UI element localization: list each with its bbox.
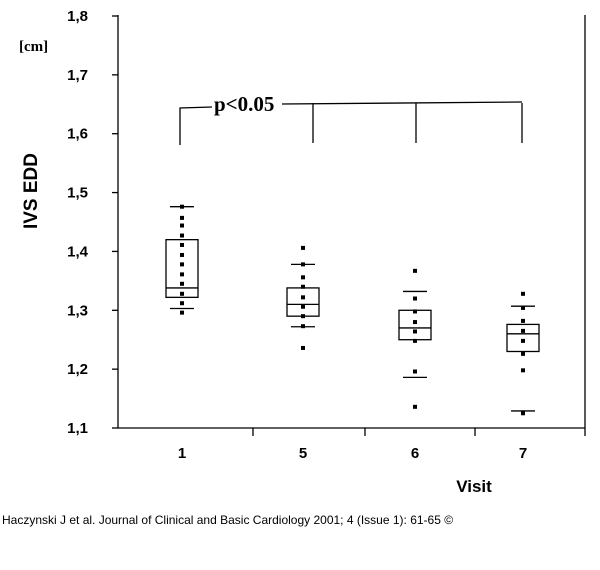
x-tick-label: 1 [178, 445, 186, 462]
data-point [180, 204, 184, 209]
y-tick-label: 1,6 [67, 126, 88, 143]
box [165, 239, 199, 298]
data-point [301, 284, 305, 289]
x-tick-label: 7 [519, 445, 527, 462]
data-point [180, 281, 184, 286]
x-tick-label: 5 [299, 445, 307, 462]
data-point [301, 295, 305, 300]
data-point [521, 291, 525, 296]
y-tick-label: 1,5 [67, 185, 88, 202]
bracket-top [281, 101, 523, 105]
data-point [301, 304, 305, 309]
data-point [413, 296, 417, 301]
data-point [413, 320, 417, 325]
data-point [521, 305, 525, 310]
data-point [413, 268, 417, 273]
x-axis-title: Visit [456, 477, 492, 496]
significance-annotation: p<0.05 [214, 92, 274, 116]
x-tick-label: 6 [411, 445, 419, 462]
box-group-visit-7 [506, 291, 540, 416]
box-groups [165, 204, 540, 416]
data-point [521, 328, 525, 333]
box-group-visit-1 [165, 204, 199, 315]
data-point [180, 233, 184, 238]
data-point [180, 310, 184, 315]
data-point [521, 351, 525, 356]
y-axis-ticks: 1,1 1,2 1,3 1,4 1,5 1,6 1,7 1,8 [67, 8, 118, 437]
y-axis-title: IVS EDD [21, 153, 42, 229]
data-point [521, 338, 525, 343]
data-point [413, 329, 417, 334]
data-point [301, 245, 305, 250]
data-point [301, 345, 305, 350]
data-point [521, 368, 525, 373]
data-point [413, 309, 417, 314]
data-point [180, 252, 184, 257]
data-point [413, 369, 417, 374]
y-tick-label: 1,3 [67, 302, 88, 319]
data-point [301, 262, 305, 267]
box-group-visit-6 [398, 268, 432, 409]
data-point [180, 242, 184, 247]
data-point [301, 275, 305, 280]
box-group-visit-5 [286, 245, 320, 350]
box [286, 287, 320, 317]
unit-label: [cm] [19, 39, 48, 55]
significance-bracket [179, 101, 523, 145]
data-point [521, 318, 525, 323]
data-point [413, 338, 417, 343]
box [398, 309, 432, 341]
y-tick-label: 1,1 [67, 420, 88, 437]
box [506, 323, 540, 353]
citation: Haczynski J et al. Journal of Clinical a… [2, 513, 454, 527]
y-tick-label: 1,4 [67, 243, 89, 260]
data-point [180, 223, 184, 228]
data-point [180, 301, 184, 306]
y-tick-label: 1,7 [67, 67, 88, 84]
axes [117, 15, 586, 429]
data-point [301, 324, 305, 329]
y-tick-label: 1,2 [67, 361, 88, 378]
data-point [413, 404, 417, 409]
data-point [301, 314, 305, 319]
data-point [180, 272, 184, 277]
data-point [180, 262, 184, 267]
data-point [180, 291, 184, 296]
y-tick-label: 1,8 [67, 8, 88, 25]
data-point [180, 215, 184, 220]
bracket-left [179, 106, 213, 145]
data-point [521, 411, 525, 416]
